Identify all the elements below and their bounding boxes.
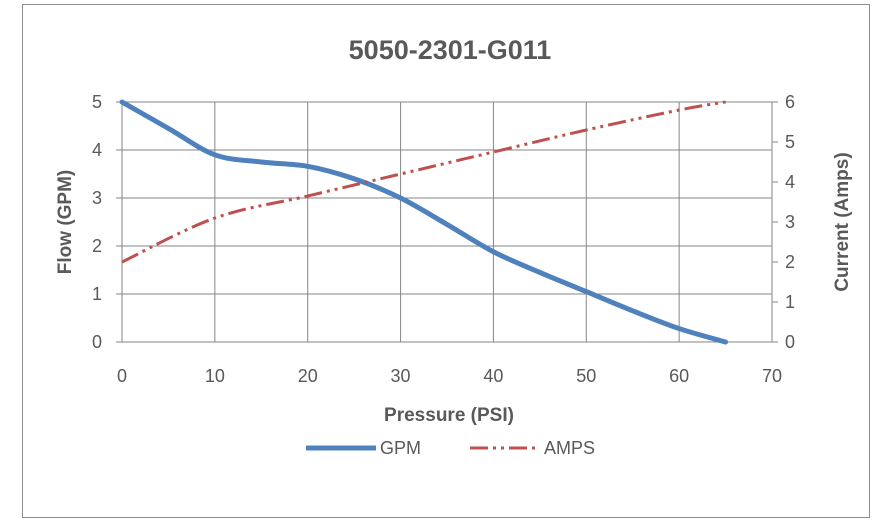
- y2-tick-label: 1: [785, 292, 795, 312]
- y2-tick-label: 0: [785, 332, 795, 352]
- series: [119, 99, 729, 345]
- y-tick-label: 3: [92, 188, 102, 208]
- x-tick-label: 10: [205, 366, 225, 386]
- series-line-gpm: [119, 99, 729, 345]
- x-tick-label: 50: [576, 366, 596, 386]
- y-tick-label: 0: [92, 332, 102, 352]
- y2-axis-title: Current (Amps): [832, 152, 853, 291]
- y-axis-title: Flow (GPM): [55, 170, 76, 274]
- x-tick-label: 60: [669, 366, 689, 386]
- series-line-amps: [121, 100, 726, 264]
- x-axis-title: Pressure (PSI): [384, 405, 514, 426]
- x-tick-label: 40: [483, 366, 503, 386]
- axes: [116, 101, 778, 343]
- y2-tick-label: 3: [785, 212, 795, 232]
- y-tick-label: 4: [92, 140, 102, 160]
- chart-title: 5050-2301-G011: [349, 35, 552, 65]
- x-tick-label: 30: [391, 366, 411, 386]
- y2-tick-label: 6: [785, 92, 795, 112]
- y-tick-label: 5: [92, 92, 102, 112]
- x-tick-label: 0: [117, 366, 127, 386]
- legend-label-amps: AMPS: [544, 438, 595, 458]
- legend-label-gpm: GPM: [380, 438, 421, 458]
- y2-tick-label: 2: [785, 252, 795, 272]
- y-tick-label: 2: [92, 236, 102, 256]
- y2-tick-label: 5: [785, 132, 795, 152]
- legend: GPM AMPS: [306, 438, 595, 458]
- y-tick-label: 1: [92, 284, 102, 304]
- y2-tick-label: 4: [785, 172, 795, 192]
- x-tick-label: 20: [298, 366, 318, 386]
- x-tick-label: 70: [762, 366, 782, 386]
- chart-frame: [22, 4, 870, 518]
